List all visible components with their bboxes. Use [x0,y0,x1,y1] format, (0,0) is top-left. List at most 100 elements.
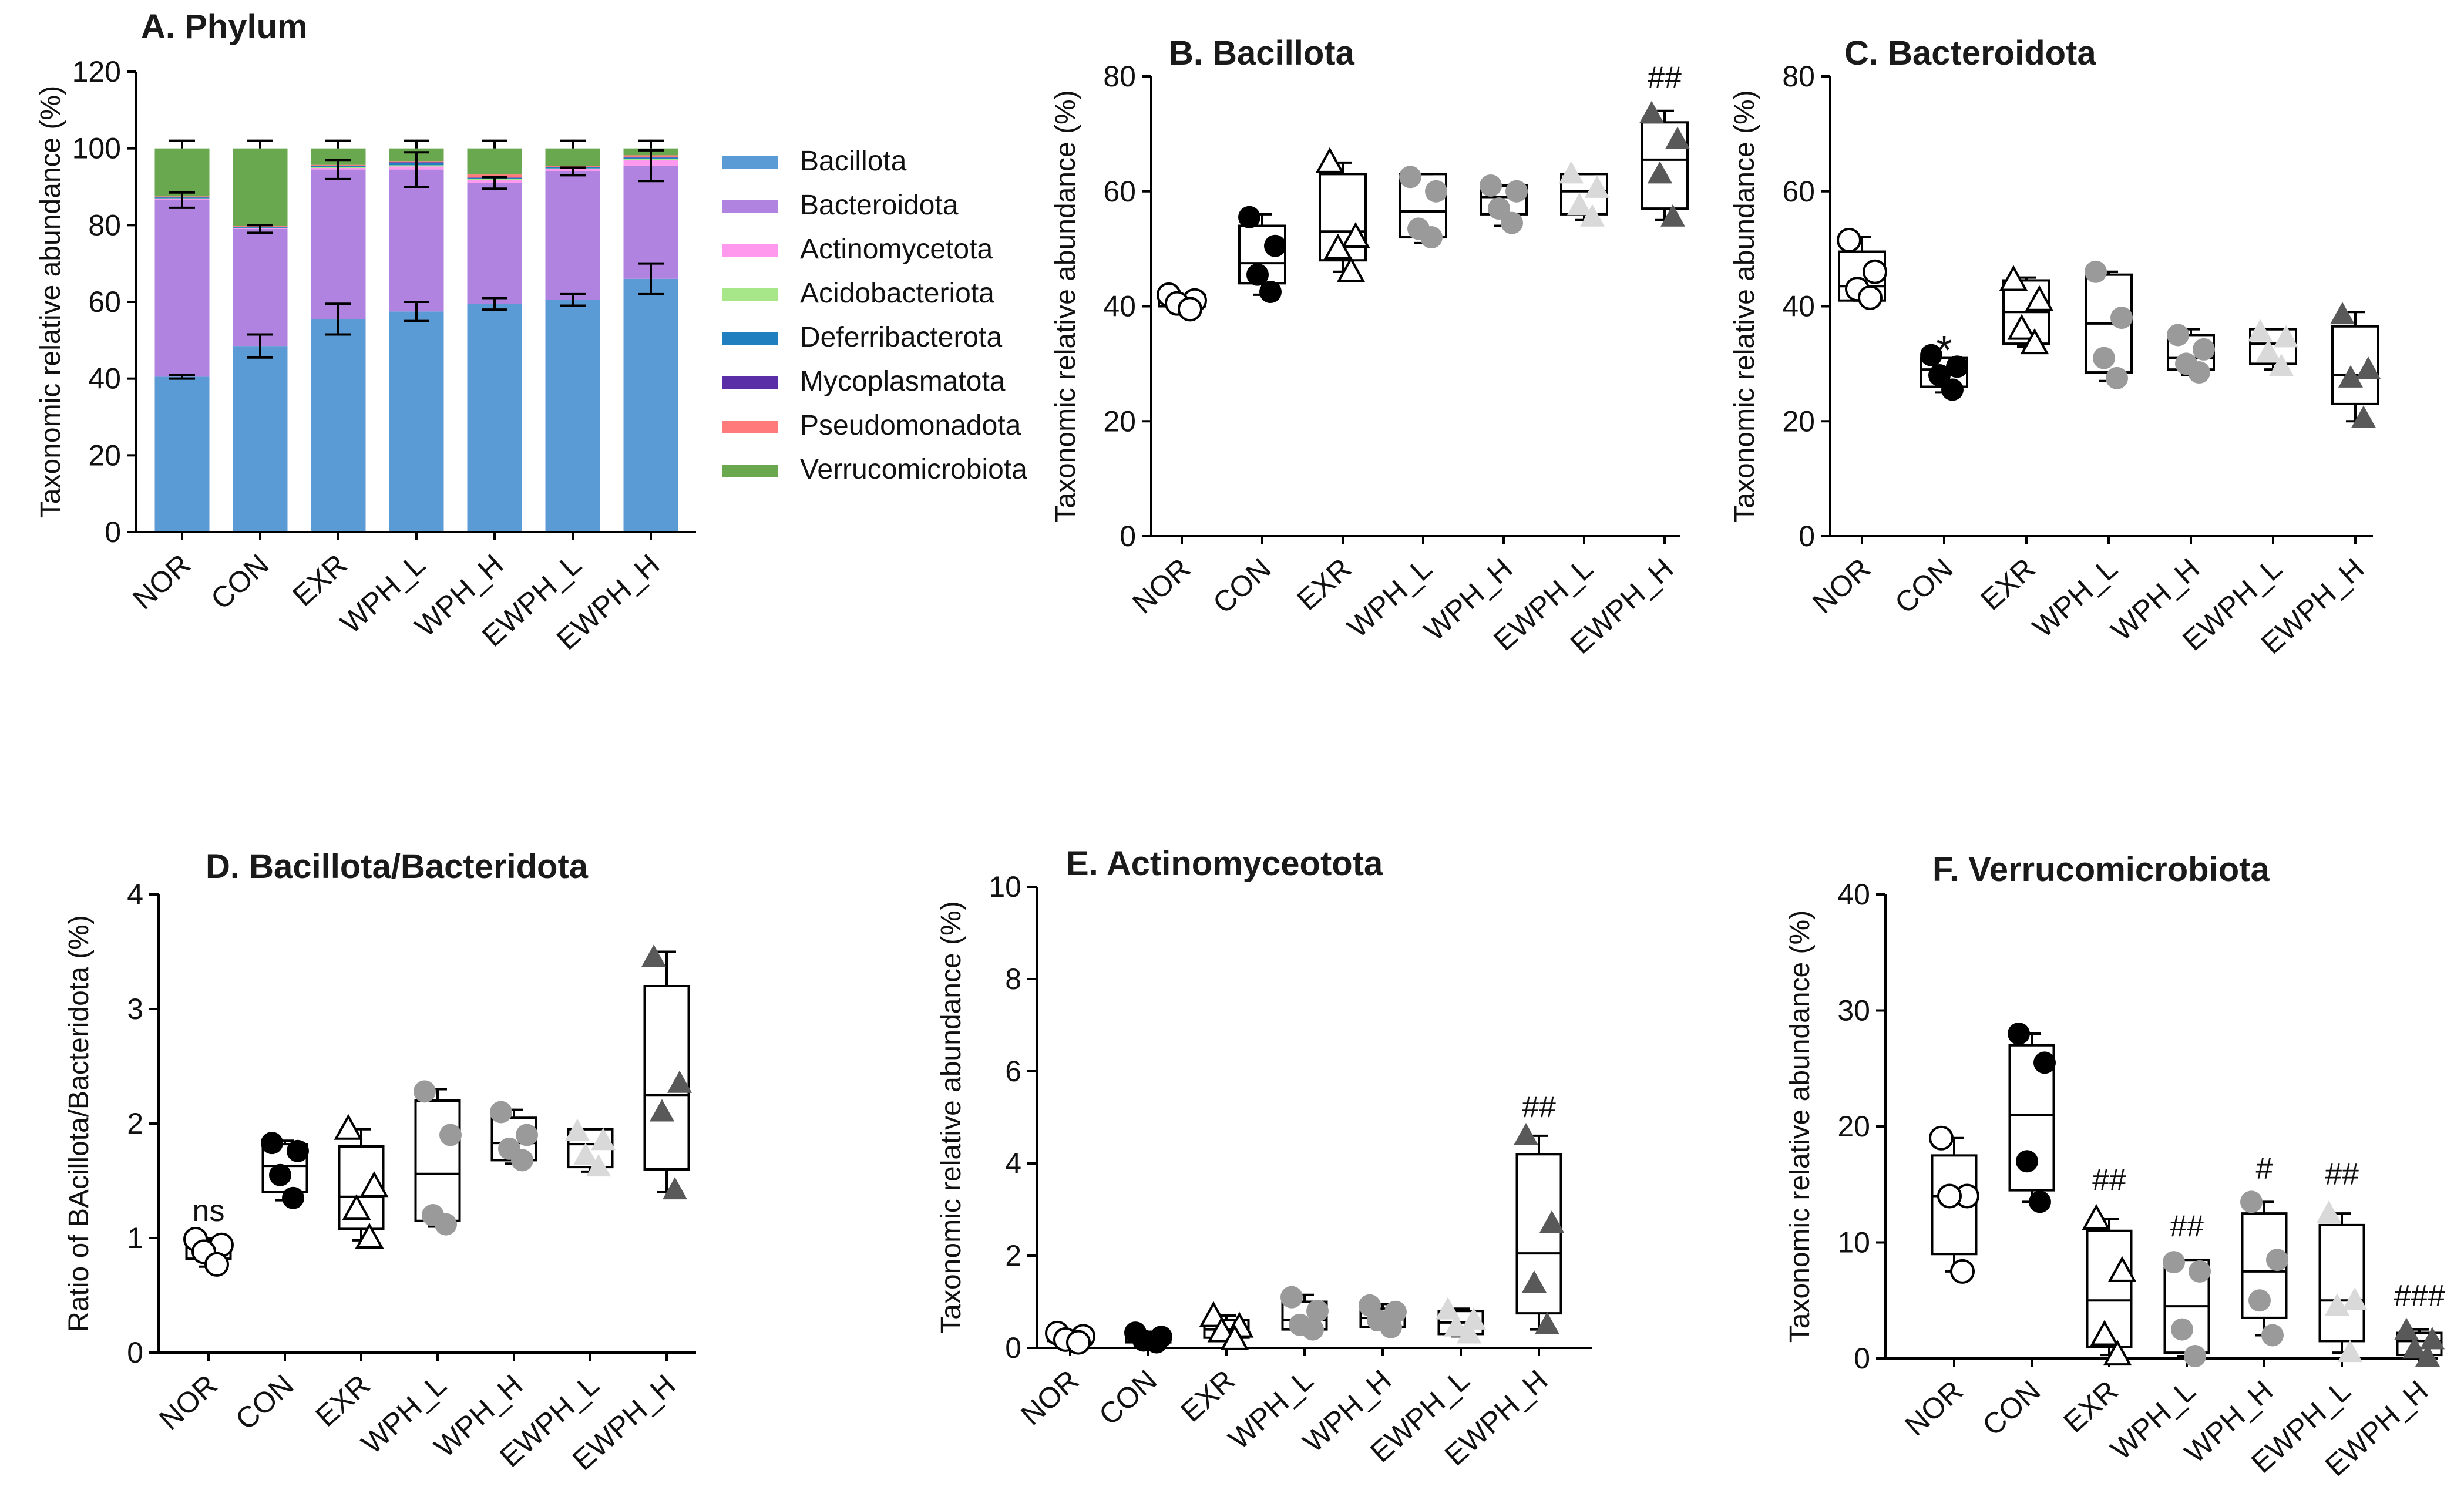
data-point [269,1163,291,1186]
bar-segment-bacteroidota [311,169,366,319]
data-point [511,1149,533,1172]
legend: Bacillota Bacteroidota Actinomycetota Acido… [722,146,1027,485]
box-NOR [1045,1320,1095,1355]
bar-segment-bacillota [467,304,522,532]
data-point [282,1186,304,1209]
bar-segment-bacillota [311,319,366,532]
y-tick-label: 0 [1799,520,1815,553]
data-point [1920,344,1942,366]
data-point [1863,259,1887,284]
significance-annotation: ## [1522,1091,1556,1125]
y-tick-label: 40 [1782,290,1815,323]
y-tick-label: 6 [1005,1055,1021,1088]
bar-segment-bacillota [233,346,288,532]
data-point [2025,285,2054,311]
significance-annotation: ### [2394,1279,2445,1313]
data-point [650,1099,674,1122]
data-point [1420,226,1443,249]
bar-segment-verrucomicrobiota [467,148,522,175]
box-CON [261,1132,309,1209]
data-point [1238,206,1260,228]
box-NOR [183,1226,234,1277]
data-point [1145,1331,1168,1354]
y-tick-label: 2 [1005,1239,1021,1272]
box-WPH_H [2240,1190,2288,1347]
y-tick-label: 80 [88,208,121,241]
data-point [1259,281,1282,304]
chart-title: C. Bacteroidota [1844,34,2096,72]
legend-swatch [722,200,778,213]
box-WPH_H [1359,1294,1407,1338]
box-EXR [2082,1203,2137,1366]
data-point [1336,256,1366,282]
significance-annotation: ## [2170,1210,2204,1244]
x-tick-label: EXR [309,1368,376,1433]
y-tick-label: 40 [1103,290,1136,323]
x-tick-label: NOR [1014,1364,1085,1432]
box-WPH_L [2163,1251,2211,1368]
box-EWPH_H [1514,1122,1564,1334]
data-point [1539,1210,1564,1233]
data-point [2317,1200,2341,1223]
box-WPH_H [490,1101,538,1172]
box-WPH_L [414,1080,462,1236]
data-point [1929,1125,1954,1151]
box-EWPH_H [1639,100,1690,227]
chart-title: E. Actinomyceotota [1066,845,1383,883]
box-iqr [2008,1044,2055,1192]
data-point [2342,1287,2367,1310]
data-point [2269,354,2294,376]
legend-swatch [722,244,778,257]
data-point [2420,1327,2445,1350]
x-tick-label: CON [204,548,275,616]
bar-stack-WPH_L [389,139,444,532]
data-point [1323,233,1353,260]
data-point [435,1213,457,1236]
data-point [2338,1340,2362,1363]
data-point [2356,356,2381,379]
data-point [1480,174,1502,197]
data-point [2189,1260,2211,1283]
data-point [2184,1345,2206,1368]
box-WPH_H [1480,174,1528,234]
data-point [573,1142,598,1165]
box-WPH_L [2085,260,2133,389]
legend-swatch [722,376,778,389]
x-tick-label: CON [1888,552,1959,620]
data-point [663,1177,687,1200]
y-axis-title: Taxonomic relative abundance (%) [1729,90,1760,522]
box-EXR [1999,265,2054,355]
significance-annotation: ns [193,1194,225,1228]
y-tick-label: 10 [1837,1226,1870,1259]
data-point [1501,211,1523,234]
y-tick-label: 20 [88,439,121,472]
bar-segment-bacillota [623,278,678,532]
data-point [1585,175,1609,198]
data-point [641,944,666,967]
data-point [2394,1317,2419,1340]
y-axis-title: Ratio of BAcillota/Bacteridota (%) [63,915,95,1332]
x-tick-label: EXR [286,548,353,613]
bar-stack-WPH_H [467,139,522,532]
data-point [2402,1336,2427,1359]
y-tick-label: 0 [127,1336,143,1369]
y-tick-label: 0 [1005,1331,1021,1364]
data-point [1946,355,1968,378]
box-iqr [1515,1153,1562,1315]
data-point [1928,364,1951,386]
data-point [1425,180,1447,203]
data-point [2016,1150,2038,1173]
bar-segment-bacteroidota [623,166,678,279]
data-point [2171,1318,2193,1341]
x-tick-label: CON [1206,552,1277,620]
x-tick-label: NOR [1806,552,1877,620]
data-point [1505,180,1528,203]
y-tick-label: 1 [127,1222,143,1254]
significance-annotation: # [2256,1152,2273,1186]
y-tick-label: 4 [1005,1147,1021,1180]
bar-segment-bacteroidota [545,171,600,300]
box-iqr [1641,121,1689,210]
